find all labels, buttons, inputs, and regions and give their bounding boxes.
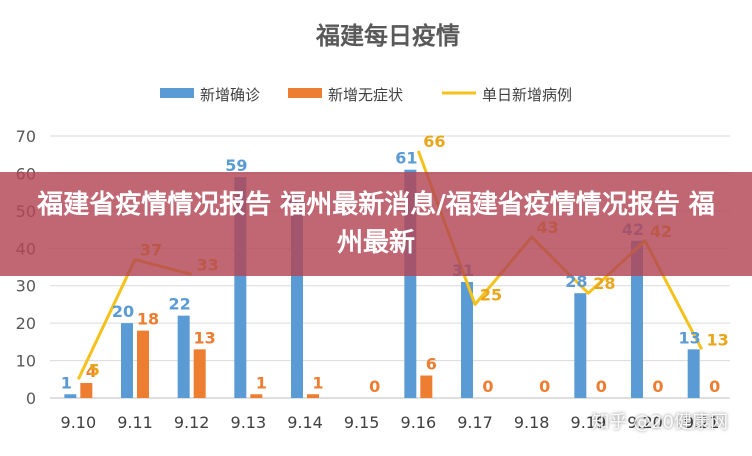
y-tick-label: 70: [16, 127, 36, 146]
x-tick-label: 9.13: [231, 413, 267, 432]
x-tick-label: 9.18: [514, 413, 550, 432]
x-tick-label: 9.15: [344, 413, 380, 432]
legend: 新增确诊 新增无症状 单日新增病例: [160, 86, 572, 104]
data-label: 1: [256, 373, 267, 392]
line-data-label: 66: [423, 132, 445, 151]
bar: [137, 330, 149, 398]
bar: [420, 375, 433, 398]
data-label: 1: [312, 373, 323, 392]
x-tick-label: 9.11: [117, 413, 153, 432]
legend-swatch: [288, 88, 322, 98]
bar: [461, 281, 473, 398]
line-data-label: 13: [707, 330, 729, 349]
data-label: 0: [369, 377, 380, 396]
data-label: 6: [426, 355, 437, 374]
x-tick-label: 9.12: [174, 413, 210, 432]
data-label: 0: [482, 377, 493, 396]
bar: [307, 394, 319, 398]
line-data-label: 28: [593, 274, 615, 293]
line-data-label: 25: [480, 285, 502, 304]
data-label: 13: [194, 328, 216, 347]
data-label: 0: [709, 377, 720, 396]
bar: [64, 394, 77, 398]
bar: [574, 293, 587, 398]
bar: [121, 323, 133, 398]
y-tick-label: 0: [26, 389, 36, 408]
data-label: 20: [112, 302, 134, 321]
x-tick-label: 9.14: [287, 413, 323, 432]
data-label: 13: [679, 328, 701, 347]
legend-label: 新增无症状: [328, 86, 403, 104]
headline-banner: 福建省疫情情况报告 福州最新消息/福建省疫情情况报告 福州最新: [0, 172, 752, 276]
x-tick-label: 9.17: [457, 413, 493, 432]
bar: [177, 315, 190, 398]
legend-swatch: [160, 88, 194, 98]
x-tick-label: 9.19: [571, 413, 607, 432]
y-tick-label: 30: [16, 277, 36, 296]
y-tick-label: 10: [16, 352, 36, 371]
bar: [631, 240, 643, 398]
x-axis: 9.10 9.11 9.12 9.13 9.14 9.15 9.16 9.17 9.18 9.19…: [61, 413, 720, 432]
data-label: 1: [61, 373, 72, 392]
data-label: 22: [169, 295, 191, 314]
data-label: 0: [652, 377, 663, 396]
x-tick-label: 9.16: [401, 413, 437, 432]
chart-title: 福建每日疫情: [315, 22, 460, 50]
y-tick-label: 20: [16, 314, 36, 333]
data-label: 0: [596, 377, 607, 396]
x-tick-label: 9.20: [627, 413, 663, 432]
bar: [687, 349, 700, 398]
bar: [250, 394, 263, 398]
legend-label: 单日新增病例: [482, 86, 572, 104]
headline-text: 福建省疫情情况报告 福州最新消息/福建省疫情情况报告 福州最新: [37, 190, 715, 258]
data-label: 0: [539, 377, 550, 396]
legend-label: 新增确诊: [200, 86, 260, 104]
data-label: 4: [86, 362, 97, 381]
line-data-label: 5: [89, 360, 100, 379]
data-label: 61: [395, 149, 417, 168]
data-label: 18: [137, 310, 159, 329]
bar: [193, 349, 206, 398]
bar: [80, 383, 93, 398]
data-label: 28: [565, 272, 587, 291]
x-tick-label: 9.10: [61, 413, 97, 432]
data-label: 59: [225, 156, 247, 175]
watermark: 知乎 @20健康网: [591, 412, 728, 433]
x-tick-label: 9.21: [684, 413, 720, 432]
